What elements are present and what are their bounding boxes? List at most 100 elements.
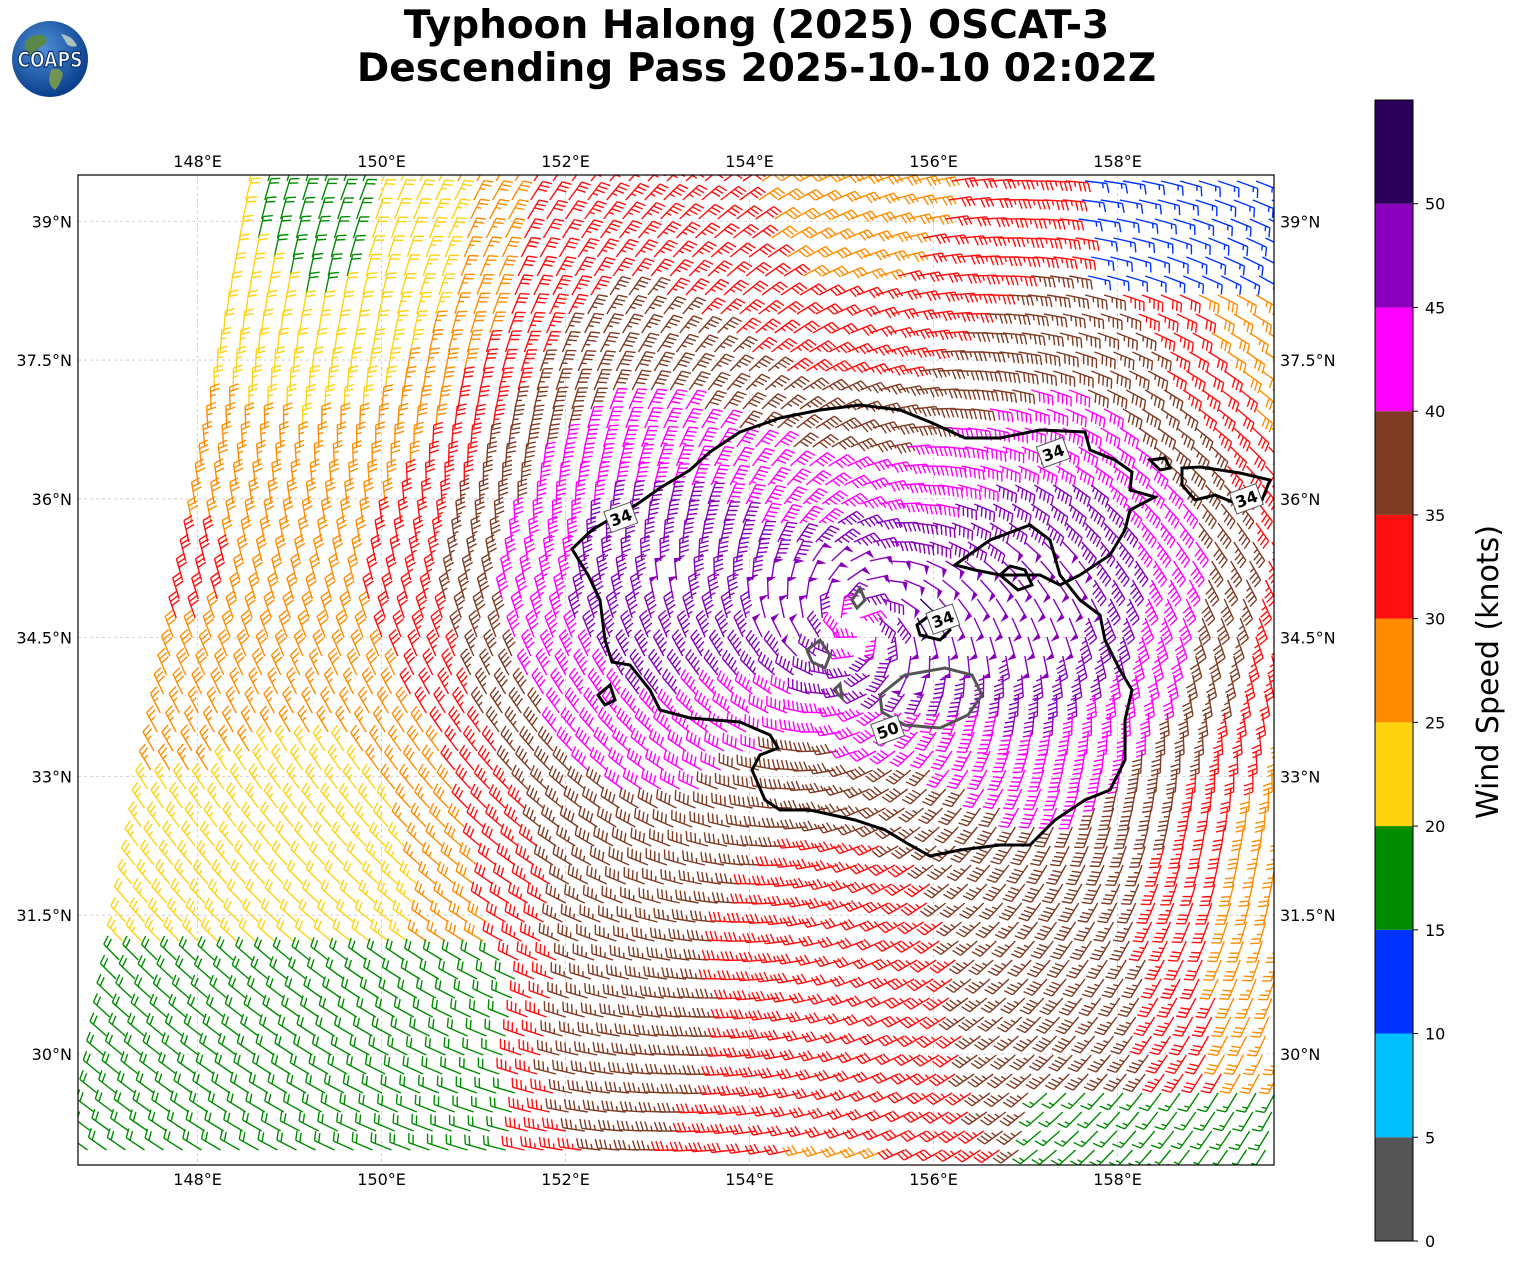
barb-staff xyxy=(878,807,905,821)
wind-barb xyxy=(1210,921,1229,944)
barb-staff xyxy=(466,803,484,828)
barb-staff xyxy=(184,801,199,828)
wind-barb xyxy=(1119,427,1140,450)
barb-staff xyxy=(821,378,849,391)
barb-staff xyxy=(1192,332,1213,353)
wind-barb xyxy=(1249,560,1262,588)
barb-staff xyxy=(882,250,910,262)
barb-staff xyxy=(305,477,317,505)
barb-staff xyxy=(834,304,862,316)
wind-barb xyxy=(828,228,856,240)
barb-staff xyxy=(999,237,1026,248)
wind-barb xyxy=(611,727,630,752)
barb-staff xyxy=(713,445,735,467)
barb-staff xyxy=(447,803,465,828)
wind-barb xyxy=(149,686,161,714)
barb-staff xyxy=(1218,883,1235,907)
wind-barb xyxy=(1236,712,1247,740)
barb-staff xyxy=(1182,275,1205,294)
barb-staff xyxy=(774,430,800,448)
wind-barb xyxy=(568,293,589,315)
barb-staff xyxy=(587,667,603,695)
wind-barb xyxy=(659,535,670,562)
wind-barb xyxy=(739,298,765,315)
wind-barb xyxy=(668,575,678,600)
barb-staff xyxy=(777,300,804,315)
barb-staff xyxy=(390,216,409,239)
barb-staff xyxy=(515,745,532,771)
barb-staff xyxy=(164,705,177,733)
barb-staff xyxy=(264,878,282,904)
barb-staff xyxy=(615,629,630,657)
wind-barb xyxy=(612,257,636,277)
barb-staff xyxy=(522,804,541,828)
barb-staff xyxy=(428,802,446,828)
wind-barb xyxy=(1201,275,1223,295)
barb-staff xyxy=(129,897,146,923)
wind-barb xyxy=(1135,218,1159,234)
wind-barb xyxy=(1224,579,1239,607)
barb-staff xyxy=(487,609,501,638)
wind-barb xyxy=(859,381,888,394)
wind-barb xyxy=(894,175,923,186)
barb-staff xyxy=(683,948,709,961)
wind-barb xyxy=(146,705,158,733)
wind-barb xyxy=(909,750,934,769)
wind-barb xyxy=(260,898,278,923)
wind-barb xyxy=(1138,313,1160,332)
barb-staff xyxy=(1154,332,1176,352)
barb-staff xyxy=(138,743,152,771)
barb-staff xyxy=(1208,351,1228,373)
barb-staff xyxy=(183,609,196,638)
wind-barb xyxy=(766,576,777,600)
wind-barb xyxy=(150,781,165,809)
barb-staff xyxy=(758,299,785,315)
wind-barb xyxy=(327,253,343,277)
wind-barb xyxy=(653,907,677,923)
barb-staff xyxy=(489,515,501,543)
barb-staff xyxy=(1033,598,1046,619)
barb-staff xyxy=(805,358,833,372)
barb-staff xyxy=(616,906,639,923)
wind-barb xyxy=(628,276,652,296)
barb-staff xyxy=(1059,332,1083,348)
wind-barb xyxy=(1033,484,1054,506)
wind-barb xyxy=(165,801,180,828)
barb-staff xyxy=(831,435,859,450)
wind-barb xyxy=(454,292,472,315)
barb-staff xyxy=(604,766,624,790)
wind-barb xyxy=(1031,275,1056,288)
wind-barb xyxy=(508,422,521,448)
barb-staff xyxy=(1187,940,1206,963)
barb-staff xyxy=(1189,237,1211,256)
wind-barb xyxy=(332,534,344,562)
wind-barb xyxy=(444,347,460,372)
wind-barb xyxy=(950,845,975,863)
barb-staff xyxy=(422,939,443,961)
wind-barb xyxy=(515,843,535,866)
barb-staff xyxy=(579,904,601,923)
barb-staff xyxy=(809,340,837,353)
wind-barb xyxy=(340,402,351,429)
barb-staff xyxy=(324,477,336,505)
barb-staff xyxy=(1014,921,1039,940)
wind-barb xyxy=(453,590,466,619)
wind-barb xyxy=(771,225,798,239)
wind-barb xyxy=(657,688,674,714)
wind-barb xyxy=(758,299,785,315)
wind-barb xyxy=(335,898,354,923)
barb-pennant xyxy=(649,575,659,583)
wind-barb xyxy=(1204,370,1225,393)
barb-staff xyxy=(788,877,816,889)
barb-staff xyxy=(444,235,464,258)
wind-barb xyxy=(1160,180,1184,196)
barb-staff xyxy=(1213,541,1228,569)
wind-barb xyxy=(263,402,274,429)
wind-barb xyxy=(519,922,541,942)
barb-staff xyxy=(660,202,685,220)
barb-staff xyxy=(739,298,765,315)
barb-staff xyxy=(478,478,489,505)
barb-staff xyxy=(736,205,763,220)
wind-barb xyxy=(707,710,728,733)
barb-staff xyxy=(539,460,552,486)
